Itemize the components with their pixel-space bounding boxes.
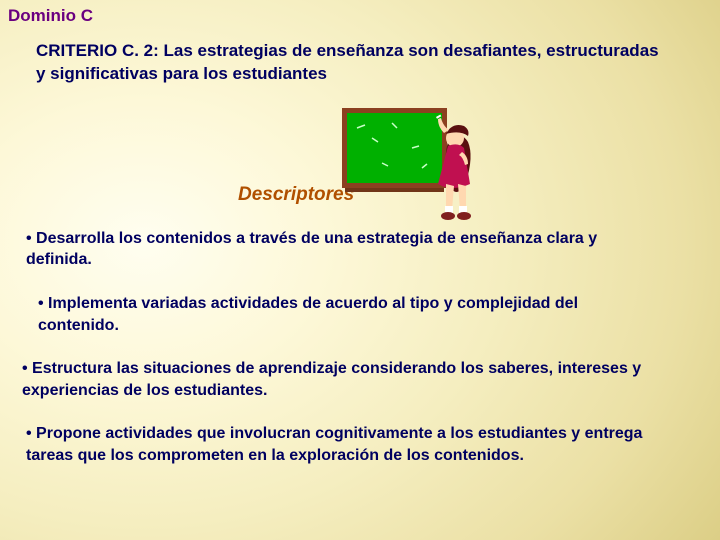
- criterio-heading: CRITERIO C. 2: Las estrategias de enseña…: [36, 40, 712, 86]
- bullet-item: • Desarrolla los contenidos a través de …: [26, 228, 712, 271]
- bullet-item: • Propone actividades que involucran cog…: [26, 423, 712, 466]
- bullet-item: • Implementa variadas actividades de acu…: [38, 293, 712, 336]
- teacher-chalkboard-illustration: [342, 108, 477, 226]
- domain-title: Dominio C: [8, 6, 712, 26]
- bullet-item: • Estructura las situaciones de aprendiz…: [22, 358, 712, 401]
